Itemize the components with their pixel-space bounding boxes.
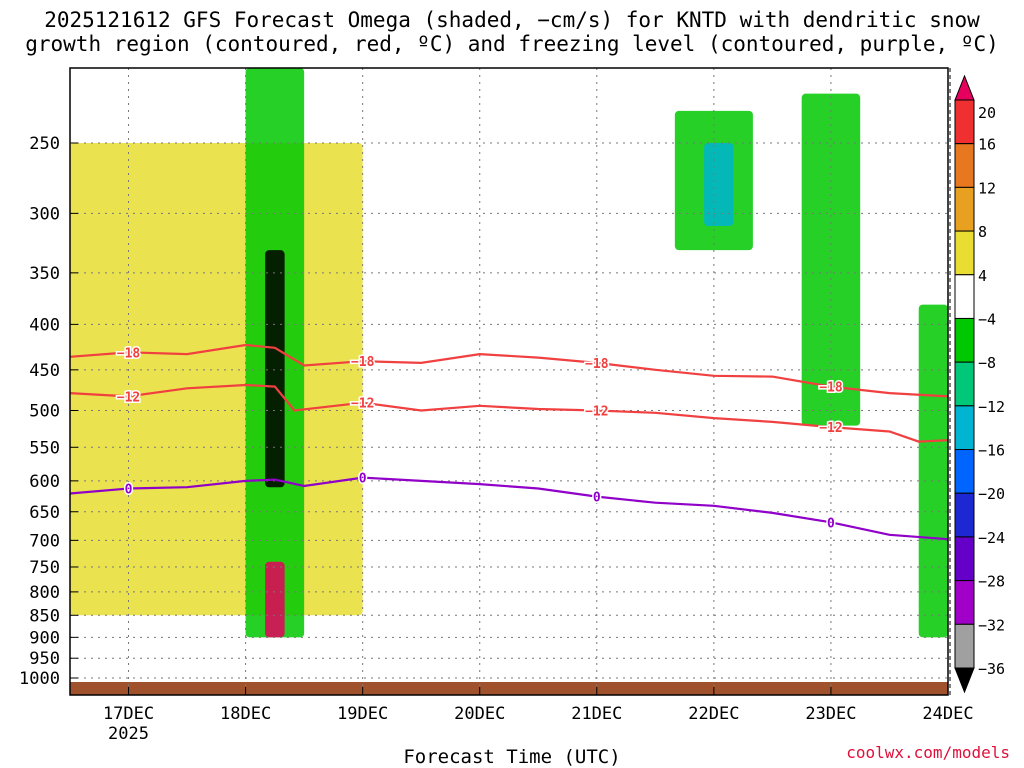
x-axis-title: Forecast Time (UTC) — [403, 746, 621, 768]
colorbar-segment — [954, 230, 975, 276]
x-tick-label: 21DEC — [571, 704, 622, 724]
y-tick-label: 250 — [29, 134, 60, 154]
y-tick-label: 750 — [29, 558, 60, 578]
ground-strip — [70, 682, 948, 695]
colorbar-segment — [954, 580, 975, 625]
x-tick-label: 19DEC — [337, 704, 388, 724]
contour-label: 0 — [593, 491, 601, 506]
colorbar-label: 16 — [978, 136, 996, 154]
colorbar-segment — [954, 274, 975, 319]
colorbar-label: 8 — [978, 223, 987, 241]
y-tick-label: 800 — [29, 583, 60, 603]
contour-label: −18 — [351, 355, 375, 370]
omega-shade-region — [265, 250, 285, 488]
contour-line — [69, 476, 949, 541]
y-tick-label: 850 — [29, 606, 60, 626]
y-tick-label: 300 — [29, 204, 60, 224]
colorbar-label: −36 — [978, 660, 1005, 678]
credit-link[interactable]: coolwx.com/models — [846, 743, 1010, 762]
contour-label: 0 — [125, 483, 133, 498]
x-tick-label: 18DEC — [220, 704, 271, 724]
y-tick-label: 350 — [29, 264, 60, 284]
y-tick-label: 700 — [29, 531, 60, 551]
x-tick-label: 17DEC — [103, 704, 154, 724]
colorbar-segment — [954, 317, 975, 363]
y-tick-label: 650 — [29, 503, 60, 523]
y-tick-label: 500 — [29, 402, 60, 422]
colorbar-segment — [954, 186, 975, 232]
y-tick-label: 1000 — [19, 669, 60, 689]
colorbar-label: −8 — [978, 354, 996, 372]
colorbar-label: 20 — [978, 104, 996, 122]
colorbar-label: −16 — [978, 442, 1005, 460]
chart-title-line-2: growth region (contoured, red, ºC) and f… — [25, 32, 999, 56]
contour-label: −12 — [819, 421, 842, 436]
colorbar-segment — [954, 623, 975, 669]
y-tick-label: 600 — [29, 472, 60, 492]
colorbar-top-arrow — [954, 74, 975, 101]
colorbar-segment — [954, 405, 975, 451]
contour-label: −18 — [117, 346, 141, 361]
colorbar-label: −24 — [978, 529, 1005, 547]
colorbar-segment — [954, 536, 975, 582]
contour-label: 0 — [359, 472, 367, 487]
colorbar-segment — [954, 99, 975, 145]
contour-line — [69, 343, 949, 398]
plot-frame — [69, 67, 949, 696]
omega-shade-region — [704, 143, 734, 227]
colorbar-label: 4 — [978, 267, 987, 285]
colorbar-label: −32 — [978, 616, 1005, 634]
y-tick-label: 950 — [29, 649, 60, 669]
x-tick-sublabel: 2025 — [108, 724, 149, 744]
y-tick-label: 400 — [29, 315, 60, 335]
contour-label: −12 — [585, 405, 608, 420]
colorbar-bottom-arrow — [954, 667, 975, 694]
omega-shade-region — [265, 561, 285, 638]
contour-line — [69, 383, 949, 443]
contour-label: −12 — [351, 397, 374, 412]
contour-label: 0 — [827, 516, 835, 531]
colorbar-segment — [954, 361, 975, 407]
x-tick-label: 22DEC — [688, 704, 739, 724]
x-tick-label: 23DEC — [805, 704, 856, 724]
y-tick-label: 550 — [29, 438, 60, 458]
x-tick-label: 24DEC — [922, 704, 973, 724]
colorbar-label: −20 — [978, 485, 1005, 503]
colorbar-segment — [954, 143, 975, 188]
colorbar-label: 12 — [978, 179, 996, 197]
colorbar-label: −28 — [978, 573, 1005, 591]
colorbar-label: −12 — [978, 398, 1005, 416]
y-tick-label: 900 — [29, 628, 60, 648]
colorbar-label: −4 — [978, 310, 996, 328]
colorbar-segment — [954, 492, 975, 538]
y-tick-label: 450 — [29, 361, 60, 381]
omega-shade-region — [801, 93, 861, 426]
colorbar-segment — [954, 449, 975, 494]
contour-label: −12 — [117, 390, 140, 405]
omega-shade-region — [918, 304, 948, 638]
contour-label: −18 — [819, 381, 843, 396]
x-tick-label: 20DEC — [454, 704, 505, 724]
chart-title-line-1: 2025121612 GFS Forecast Omega (shaded, −… — [44, 8, 980, 32]
contour-label: −18 — [585, 357, 609, 372]
